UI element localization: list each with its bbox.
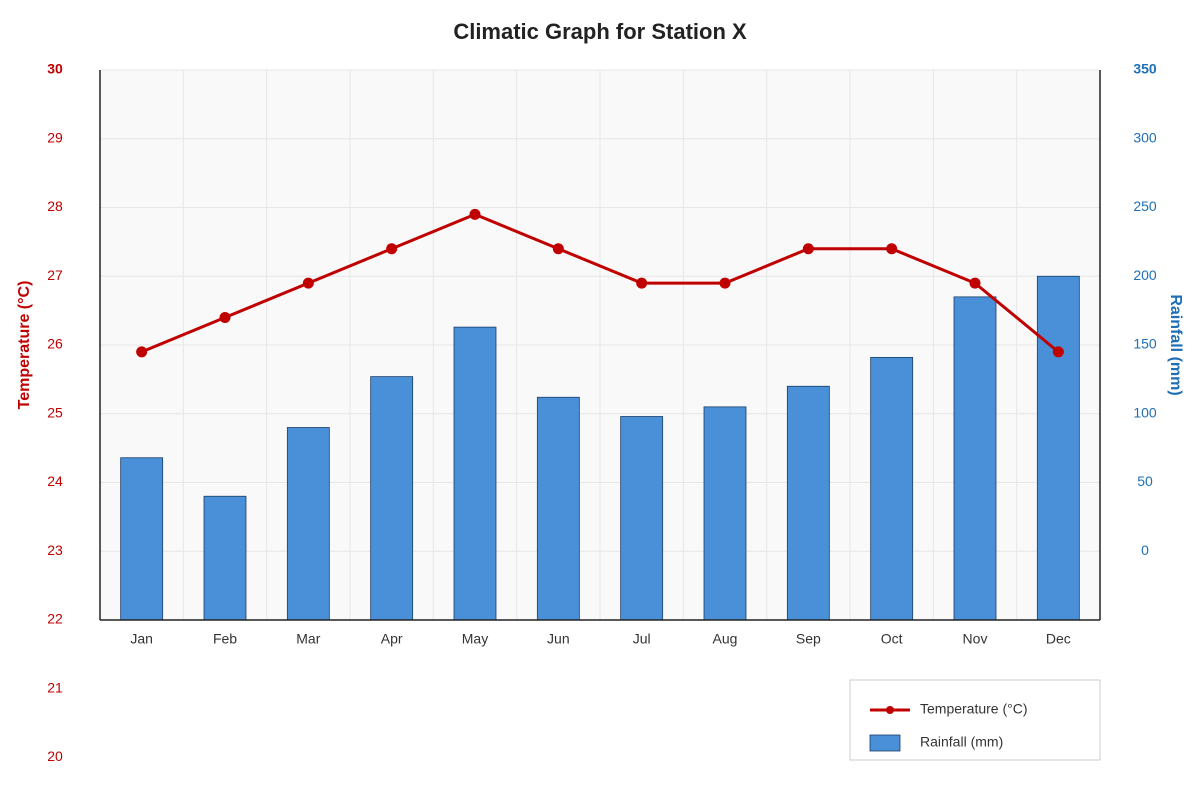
y-tick-label: 28 <box>47 198 63 214</box>
x-tick-label: Feb <box>213 631 237 647</box>
bar <box>1036 275 1080 621</box>
x-tick-label: Apr <box>381 631 403 647</box>
y2-axis-title: Rainfall (mm) <box>1167 294 1184 395</box>
legend-label: Rainfall (mm) <box>920 734 1003 750</box>
bar <box>620 416 664 621</box>
bar <box>453 326 497 621</box>
y2-tick-label: 100 <box>1133 404 1157 420</box>
line-point <box>386 243 398 255</box>
bar <box>370 376 414 621</box>
y-tick-label: 26 <box>47 336 63 352</box>
line-point <box>886 243 898 255</box>
legend-box <box>849 679 1101 761</box>
line-point <box>969 277 981 289</box>
bar <box>870 356 914 621</box>
y2-tick-label: 50 <box>1137 473 1153 489</box>
x-tick-label: Aug <box>713 631 738 647</box>
bar <box>120 457 164 621</box>
line-point <box>219 312 231 323</box>
line-point <box>136 346 148 358</box>
y2-tick-label: 0 <box>1141 542 1149 558</box>
y-tick-label: 24 <box>47 473 63 489</box>
x-tick-label: Jan <box>130 631 153 647</box>
grid <box>100 69 1100 621</box>
x-tick-label: Jun <box>547 631 570 647</box>
y2-tick-label: 350 <box>1133 61 1157 77</box>
bar <box>953 296 997 621</box>
bar <box>203 495 247 621</box>
y-axis-title: Temperature (°C) <box>16 281 33 410</box>
x-tick-label: Nov <box>963 631 988 647</box>
legend-label: Temperature (°C) <box>920 701 1028 717</box>
x-tick-label: May <box>462 631 488 647</box>
line-point <box>802 243 814 255</box>
y-tick-label: 21 <box>47 679 63 695</box>
chart-title: Climatic Graph for Station X <box>453 19 747 44</box>
legend-marker <box>886 706 894 714</box>
line-point <box>636 277 648 289</box>
line-point <box>552 243 564 255</box>
line-point <box>302 277 314 289</box>
y-tick-label: 23 <box>47 542 63 558</box>
line <box>141 212 1060 354</box>
y-tick-label: 20 <box>47 748 63 764</box>
x-tick-label: Mar <box>296 631 320 647</box>
bar <box>703 406 747 621</box>
bar <box>536 396 580 621</box>
y-tick-label: 25 <box>47 404 63 420</box>
x-tick-label: Dec <box>1046 631 1071 647</box>
y2-tick-label: 200 <box>1133 267 1157 283</box>
y-tick-label: 29 <box>47 129 63 145</box>
y-tick-label: 27 <box>47 267 63 283</box>
bar <box>286 427 330 621</box>
x-tick-label: Oct <box>881 631 903 647</box>
line-point <box>1052 346 1064 358</box>
y-tick-label: 30 <box>47 61 63 77</box>
bar <box>786 385 830 621</box>
line-point <box>719 277 731 289</box>
y2-tick-label: 250 <box>1133 198 1157 214</box>
x-tick-label: Jul <box>633 631 651 647</box>
x-tick-label: Sep <box>796 631 821 647</box>
y2-tick-label: 150 <box>1133 336 1157 352</box>
line-point <box>469 208 481 220</box>
y-tick-label: 22 <box>47 611 63 627</box>
y2-tick-label: 300 <box>1133 129 1157 145</box>
legend-swatch <box>869 734 901 752</box>
